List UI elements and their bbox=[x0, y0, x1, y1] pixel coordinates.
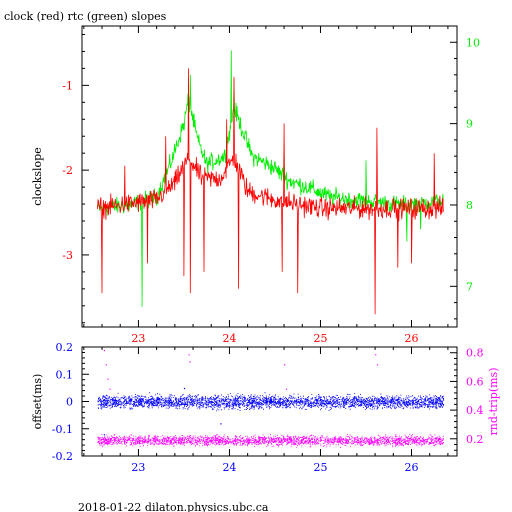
y-right-tick-label: 9 bbox=[466, 118, 473, 131]
y-tick-label: -0.2 bbox=[52, 450, 73, 463]
clock-slope-line bbox=[97, 68, 444, 315]
offset-points bbox=[97, 387, 445, 436]
x-tick-label: 25 bbox=[313, 332, 327, 345]
y-right-tick-label: 7 bbox=[466, 280, 473, 293]
y-right-axis-label: rnd-trip(ms) bbox=[487, 368, 500, 436]
y-right-tick-label: 0.2 bbox=[466, 433, 484, 446]
figure-title: clock (red) rtc (green) slopes bbox=[4, 10, 167, 23]
y-tick-label: -3 bbox=[62, 249, 73, 262]
y-right-tick-label: 0.6 bbox=[466, 375, 484, 388]
y-tick-label: 0 bbox=[66, 396, 73, 409]
x-tick-label: 25 bbox=[313, 461, 327, 474]
footer-text: 2018-01-22 dilaton.physics.ubc.ca bbox=[78, 501, 269, 512]
y-right-tick-label: 10 bbox=[466, 36, 480, 49]
rtc-slope-line bbox=[97, 50, 444, 307]
x-tick-label: 26 bbox=[404, 332, 418, 345]
y-right-tick-label: 0.8 bbox=[466, 347, 484, 360]
y-right-tick-label: 8 bbox=[466, 199, 473, 212]
roundtrip-points bbox=[97, 349, 444, 448]
y-tick-label: 0.1 bbox=[56, 368, 74, 381]
y-axis-label: clockslope bbox=[31, 147, 44, 205]
plot-frame bbox=[81, 25, 458, 328]
x-tick-label: 24 bbox=[222, 461, 236, 474]
slope-chart: 23 24 25 26 -1 -2 -3 7 8 9 10 clockslope bbox=[31, 25, 480, 345]
x-tick-label: 24 bbox=[222, 332, 236, 345]
y-tick-label: -2 bbox=[62, 164, 73, 177]
x-tick-label: 23 bbox=[131, 332, 145, 345]
x-tick-label: 26 bbox=[404, 461, 418, 474]
y-axis-label: offset(ms) bbox=[31, 374, 44, 430]
offset-roundtrip-chart: 23 24 25 26 0.2 0.1 0 -0.1 -0.2 0.8 0.6 0.4 0.2 offse… bbox=[31, 341, 500, 474]
y-tick-label: 0.2 bbox=[56, 341, 74, 354]
y-right-tick-label: 0.4 bbox=[466, 404, 484, 417]
y-tick-label: -1 bbox=[62, 79, 73, 92]
x-tick-label: 23 bbox=[131, 461, 145, 474]
y-tick-label: -0.1 bbox=[52, 423, 73, 436]
